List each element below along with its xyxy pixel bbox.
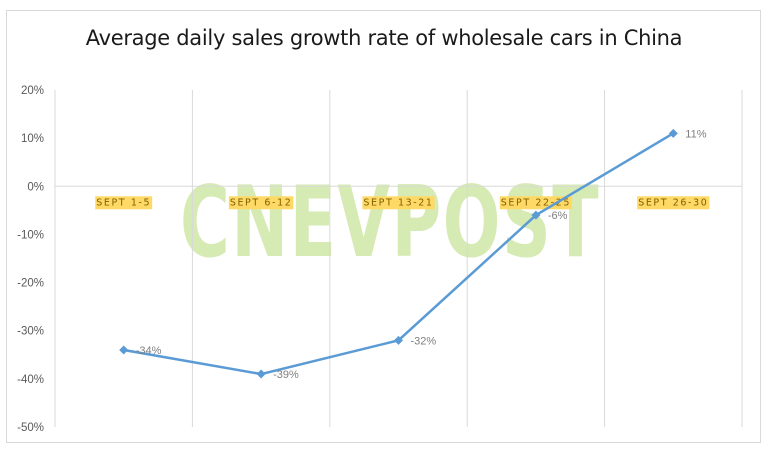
y-tick-label: 10%: [21, 133, 44, 145]
data-label: -39%: [273, 369, 299, 381]
watermark: CNEVPOST: [180, 166, 600, 280]
data-point-marker: [119, 345, 129, 355]
category-label: SEPT 26-30: [637, 196, 710, 210]
y-tick-label: 0%: [27, 181, 44, 193]
chart-title: Average daily sales growth rate of whole…: [85, 26, 683, 50]
svg-text:SEPT 13-21: SEPT 13-21: [363, 197, 433, 208]
data-point-marker: [531, 210, 541, 220]
y-tick-label: 20%: [21, 85, 44, 97]
y-tick-label: -40%: [17, 374, 44, 386]
data-label: 11%: [685, 128, 706, 140]
y-tick-label: -50%: [17, 422, 44, 434]
x-axis-category-labels: SEPT 1-5 SEPT 6-12 SEPT 13-21 SEPT 22-25 SEP…: [95, 196, 710, 210]
data-point-marker: [668, 128, 678, 138]
category-label: SEPT 6-12: [228, 196, 294, 210]
data-markers: [119, 128, 678, 379]
svg-text:CNEVPOST: CNEVPOST: [180, 166, 600, 280]
data-label: -32%: [411, 335, 437, 347]
category-label: SEPT 1-5: [95, 196, 153, 210]
category-label: SEPT 13-21: [362, 196, 435, 210]
svg-text:SEPT 1-5: SEPT 1-5: [96, 197, 151, 208]
vertical-gridlines: [54, 90, 743, 427]
y-tick-label: -30%: [17, 326, 44, 338]
svg-text:SEPT 26-30: SEPT 26-30: [638, 197, 708, 208]
y-axis-ticks: 20% 10% 0% -10% -20% -30% -40% -50%: [17, 85, 44, 434]
svg-text:SEPT 6-12: SEPT 6-12: [230, 197, 293, 208]
y-tick-label: -20%: [17, 278, 44, 290]
chart-frame: [6, 10, 761, 443]
data-labels: -34% -39% -32% -6% 11%: [136, 128, 707, 381]
y-tick-label: -10%: [17, 229, 44, 241]
category-label: SEPT 22-25: [499, 196, 573, 210]
data-point-marker: [394, 335, 403, 345]
data-point-marker: [256, 369, 266, 379]
data-label: -6%: [548, 210, 568, 222]
svg-text:SEPT 22-25: SEPT 22-25: [501, 197, 571, 208]
data-label: -34%: [136, 345, 162, 357]
